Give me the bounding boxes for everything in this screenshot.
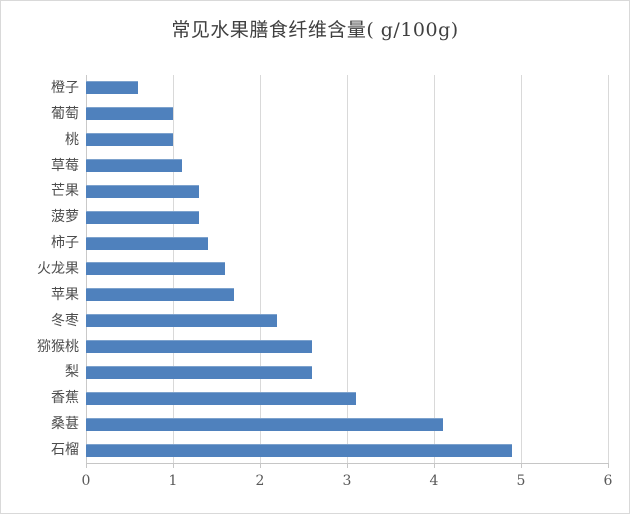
bar-row-菠萝 <box>86 204 608 230</box>
category-label-冬枣: 冬枣 <box>51 312 79 329</box>
category-label-香蕉: 香蕉 <box>51 390 79 407</box>
tick-label-x-1: 1 <box>168 473 178 489</box>
gridline-x-2 <box>260 75 261 463</box>
bar-菠萝 <box>86 210 200 224</box>
bar-香蕉 <box>86 391 356 405</box>
tickmark-x-6 <box>608 463 609 468</box>
bar-row-桑葚 <box>86 411 608 437</box>
bar-row-石榴 <box>86 437 608 463</box>
tick-label-x-5: 5 <box>516 473 526 489</box>
category-label-火龙果: 火龙果 <box>37 261 79 277</box>
tickmark-x-4 <box>434 463 435 468</box>
bar-橙子 <box>86 81 139 95</box>
bar-桃 <box>86 133 173 147</box>
bar-row-火龙果 <box>86 256 608 282</box>
bar-梨 <box>86 365 313 379</box>
category-label-柿子: 柿子 <box>51 235 79 252</box>
tickmark-x-2 <box>260 463 261 468</box>
value-axis-ticks: 0 1 2 3 4 5 6 <box>1 463 629 503</box>
tick-label-x-2: 2 <box>255 473 265 489</box>
gridline-x-4 <box>434 75 435 463</box>
category-label-桃: 桃 <box>65 131 79 148</box>
tick-label-x-4: 4 <box>429 473 439 489</box>
bar-row-香蕉 <box>86 385 608 411</box>
category-label-菠萝: 菠萝 <box>51 209 79 226</box>
gridline-x-3 <box>347 75 348 463</box>
bar-row-葡萄 <box>86 101 608 127</box>
tick-label-x-6: 6 <box>603 473 613 489</box>
category-label-猕猴桃: 猕猴桃 <box>37 338 79 355</box>
category-label-梨: 梨 <box>65 364 79 381</box>
bar-桑葚 <box>86 417 443 431</box>
bar-row-柿子 <box>86 230 608 256</box>
tick-label-x-0: 0 <box>81 473 91 489</box>
category-label-橙子: 橙子 <box>51 79 79 96</box>
plot-area <box>86 75 609 464</box>
bar-row-橙子 <box>86 75 608 101</box>
bar-row-猕猴桃 <box>86 334 608 360</box>
bar-石榴 <box>86 443 513 457</box>
bar-柿子 <box>86 236 208 250</box>
bar-火龙果 <box>86 262 226 276</box>
bar-row-苹果 <box>86 282 608 308</box>
bar-row-冬枣 <box>86 308 608 334</box>
category-label-苹果: 苹果 <box>51 286 79 303</box>
bar-row-芒果 <box>86 178 608 204</box>
bar-苹果 <box>86 288 234 302</box>
bar-row-草莓 <box>86 153 608 179</box>
category-label-桑葚: 桑葚 <box>51 416 79 433</box>
bar-冬枣 <box>86 314 278 328</box>
tickmark-x-3 <box>347 463 348 468</box>
tickmark-x-1 <box>173 463 174 468</box>
category-label-葡萄: 葡萄 <box>51 105 79 122</box>
category-label-芒果: 芒果 <box>51 183 79 200</box>
chart-title: 常见水果膳食纤维含量( g/100g) <box>171 19 459 41</box>
bar-row-梨 <box>86 360 608 386</box>
tickmark-x-0 <box>86 463 87 468</box>
category-axis-labels: 橙子葡萄桃草莓芒果菠萝柿子火龙果苹果冬枣猕猴桃梨香蕉桑葚石榴 <box>1 75 79 463</box>
bar-草莓 <box>86 159 182 173</box>
bar-row-桃 <box>86 127 608 153</box>
bar-芒果 <box>86 184 200 198</box>
category-label-草莓: 草莓 <box>51 157 79 174</box>
tick-label-x-3: 3 <box>342 473 352 489</box>
gridline-x-6 <box>608 75 609 463</box>
gridline-x-5 <box>521 75 522 463</box>
bar-猕猴桃 <box>86 340 313 354</box>
category-label-石榴: 石榴 <box>51 442 79 459</box>
tickmark-x-5 <box>521 463 522 468</box>
bar-葡萄 <box>86 107 173 121</box>
